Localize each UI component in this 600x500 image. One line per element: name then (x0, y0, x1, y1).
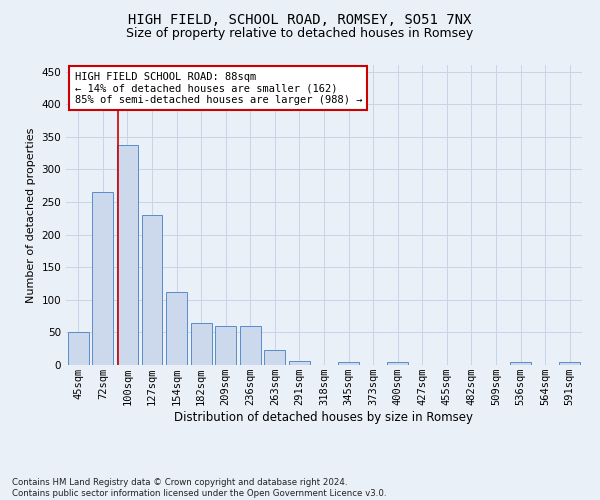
Bar (166, 292, 187, 365)
Bar (215, 326, 236, 365)
Bar (289, 361, 310, 365)
Text: Size of property relative to detached houses in Romsey: Size of property relative to detached ho… (127, 28, 473, 40)
Bar (142, 215, 163, 365)
Bar (240, 326, 261, 365)
Bar (117, 144, 138, 365)
Text: HIGH FIELD, SCHOOL ROAD, ROMSEY, SO51 7NX: HIGH FIELD, SCHOOL ROAD, ROMSEY, SO51 7N… (128, 12, 472, 26)
Y-axis label: Number of detached properties: Number of detached properties (26, 128, 36, 302)
Bar (510, 362, 531, 365)
Bar (68, 332, 89, 365)
Text: Contains HM Land Registry data © Crown copyright and database right 2024.
Contai: Contains HM Land Registry data © Crown c… (12, 478, 386, 498)
Bar (338, 362, 359, 365)
X-axis label: Distribution of detached houses by size in Romsey: Distribution of detached houses by size … (175, 411, 473, 424)
Bar (387, 362, 408, 365)
Text: HIGH FIELD SCHOOL ROAD: 88sqm
← 14% of detached houses are smaller (162)
85% of : HIGH FIELD SCHOOL ROAD: 88sqm ← 14% of d… (74, 72, 362, 104)
Bar (92, 192, 113, 365)
Bar (191, 322, 212, 365)
Bar (265, 350, 286, 365)
Bar (559, 362, 580, 365)
